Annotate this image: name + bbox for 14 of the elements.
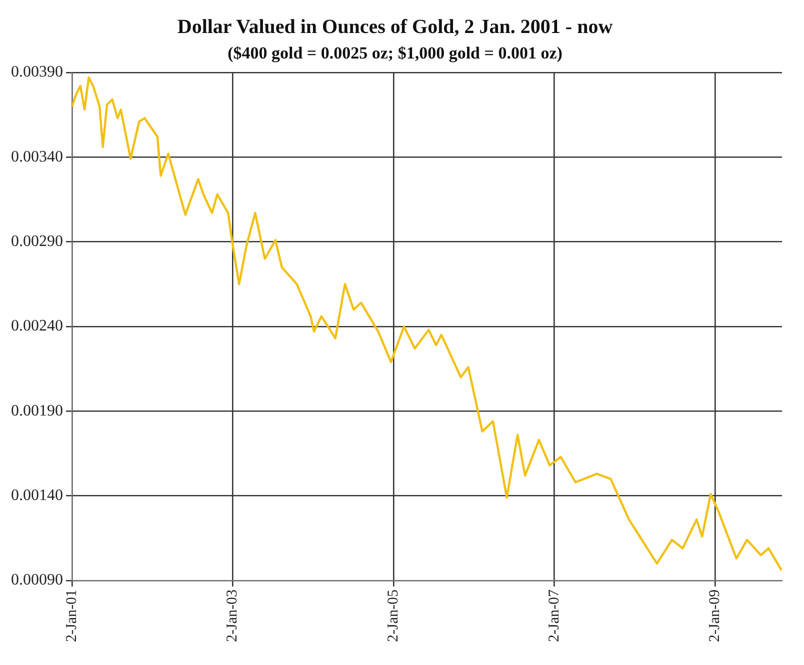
chart-subtitle: ($400 gold = 0.0025 oz; $1,000 gold = 0.001 oz) [228, 44, 562, 63]
y-tick-label: 0.00140 [11, 487, 63, 504]
y-tick-label: 0.00190 [11, 402, 63, 420]
x-tick-label: 2-Jan-03 [224, 590, 241, 642]
y-tick-label: 0.00340 [11, 148, 63, 166]
y-tick-label: 0.00290 [11, 232, 63, 250]
chart-title: Dollar Valued in Ounces of Gold, 2 Jan. 2001 - now [177, 16, 614, 38]
x-tick-label: 2-Jan-05 [386, 590, 402, 642]
x-tick-label: 2-Jan-01 [64, 590, 80, 642]
y-tick-label: 0.00390 [11, 64, 63, 81]
x-tick-label: 2-Jan-09 [707, 590, 724, 642]
x-tick-label: 2-Jan-07 [546, 589, 562, 642]
y-tick-label: 0.00090 [11, 572, 63, 589]
y-tick-label: 0.00240 [11, 318, 63, 335]
